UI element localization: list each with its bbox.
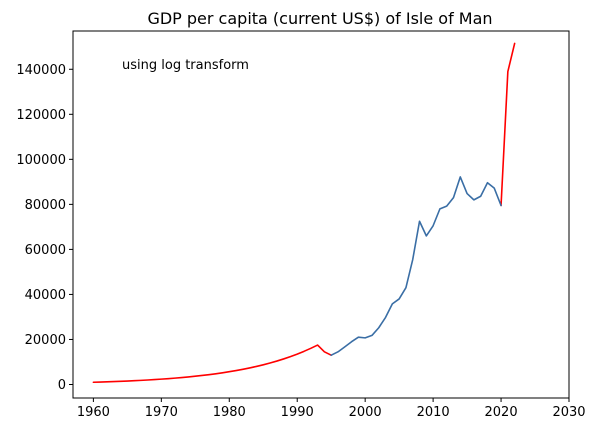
y-tick-label: 0 (58, 378, 66, 393)
x-tick-label: 1960 (77, 405, 110, 420)
y-tick-label: 120000 (16, 108, 66, 123)
x-tick-label: 2020 (485, 405, 518, 420)
x-tick-label: 1980 (213, 405, 246, 420)
series-line-1 (500, 42, 516, 207)
y-tick-label: 100000 (16, 153, 66, 168)
x-tick-label: 1970 (145, 405, 178, 420)
y-tick-label: 60000 (25, 243, 66, 258)
y-axis: 0 20000 40000 60000 80000 100000 120000 140000 (16, 63, 73, 393)
plot-area-frame (72, 30, 570, 399)
series-line-2 (330, 176, 502, 357)
y-tick-label: 40000 (25, 288, 66, 303)
y-tick-label: 80000 (25, 198, 66, 213)
x-tick-label: 2010 (417, 405, 450, 420)
y-tick-label: 140000 (16, 63, 66, 78)
series-layer (92, 42, 516, 384)
x-tick-label: 2030 (552, 405, 585, 420)
y-tick-label: 20000 (25, 333, 66, 348)
chart-annotation: using log transform (122, 58, 249, 73)
series-line-0 (92, 344, 332, 384)
x-axis: 1960 1970 1980 1990 2000 2010 2020 2030 (77, 398, 586, 420)
x-tick-label: 2000 (349, 405, 382, 420)
x-tick-label: 1990 (281, 405, 314, 420)
chart-title: GDP per capita (current US$) of Isle of … (147, 9, 492, 28)
